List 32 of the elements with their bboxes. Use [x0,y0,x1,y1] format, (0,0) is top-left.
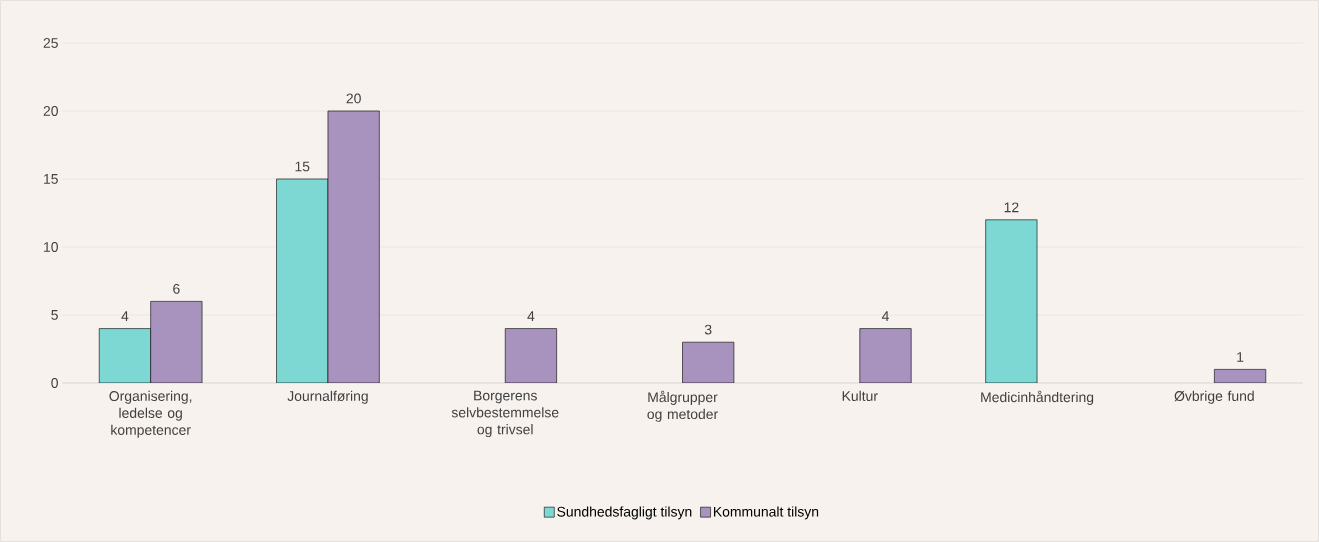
data-label: 4 [527,311,535,321]
bar [682,341,735,383]
x-tick-label: Journalføring [287,390,368,404]
legend-label: Sundhedsfagligt tilsyn [557,506,692,520]
y-tick-label: 25 [43,38,58,48]
bar [327,110,380,383]
data-label: 1 [1237,352,1244,362]
x-tick-label: Medicinhåndtering [981,390,1094,405]
bar [985,219,1038,383]
bar [98,328,151,383]
data-label: 6 [173,283,180,294]
data-label: 4 [881,311,889,321]
y-tick-label: 5 [51,310,58,320]
y-tick-label: 0 [51,378,58,388]
x-tick-label: Målgrupper og metoder [647,390,718,422]
data-label: 20 [346,93,361,104]
data-label: 12 [1004,202,1019,213]
bar [504,328,557,383]
x-tick-label: Øvbrige fund [1174,390,1254,404]
data-label: 3 [704,324,712,335]
bar [859,328,912,383]
x-tick-label: Organisering, ledelse og kompetencer [109,390,192,438]
x-tick-label: Kultur [842,390,878,402]
bar [150,301,203,383]
x-tick-label: Borgerens selvbestemmelse og trivsel [451,390,559,438]
y-tick-label: 10 [44,242,58,252]
data-label: 4 [121,311,129,321]
y-tick-label: 20 [43,106,58,116]
bar [276,178,329,383]
data-label: 15 [295,161,310,172]
legend-label: Kommunalt tilsyn [713,506,819,520]
y-tick-label: 15 [44,174,58,184]
